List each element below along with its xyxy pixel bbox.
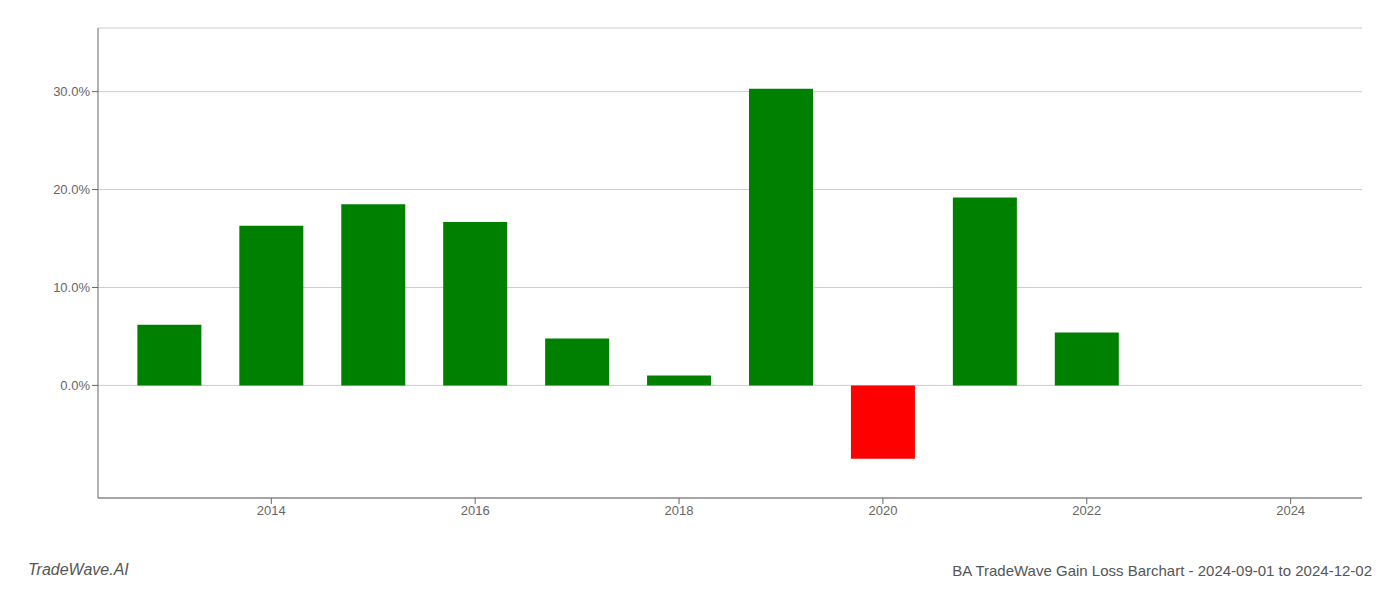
svg-text:2016: 2016 [461,503,490,518]
html-text:TradeWave.AI: TradeWave.AI [28,561,129,578]
svg-text:2014: 2014 [257,503,286,518]
svg-text:2022: 2022 [1072,503,1101,518]
svg-text:10.0%: 10.0% [53,280,90,295]
svg-text:2024: 2024 [1276,503,1305,518]
svg-text:30.0%: 30.0% [53,84,90,99]
svg-text:20.0%: 20.0% [53,182,90,197]
html-text:BA TradeWave Gain Loss Barchar: BA TradeWave Gain Loss Barchart - 2024-0… [952,561,1372,579]
svg-text:2018: 2018 [665,503,694,518]
svg-text:0.0%: 0.0% [60,378,90,393]
svg-text:2020: 2020 [868,503,897,518]
